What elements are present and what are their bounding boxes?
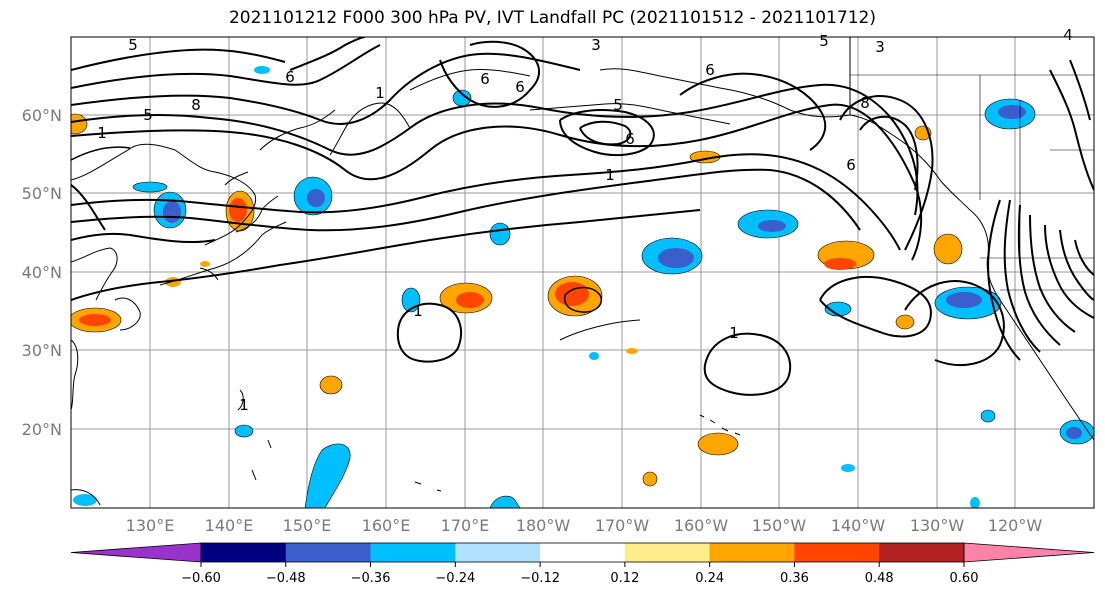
contour-label: 1: [375, 84, 385, 102]
colorbar-ticks: −0.60 −0.48 −0.36 −0.24 −0.12 0.12 0.24 0.36 0.4…: [181, 562, 978, 586]
lon-label: 130°W: [910, 516, 965, 535]
lon-label: 150°E: [283, 516, 332, 535]
contour-label: 8: [860, 94, 870, 112]
colorbar-segment: [455, 543, 541, 562]
contour-label: 3: [875, 38, 885, 56]
colorbar-tick-label: 0.60: [950, 571, 979, 586]
colorbar-tick-label: 0.48: [865, 571, 894, 586]
colorbar-extend-max: [963, 542, 1095, 563]
lat-label: 60°N: [22, 106, 62, 125]
lon-label: 160°W: [674, 516, 729, 535]
colorbar-segment: [879, 543, 965, 562]
contour-label: 6: [480, 70, 490, 88]
lat-label: 50°N: [22, 184, 62, 203]
longitude-labels: 130°E 140°E 150°E 160°E 170°E 180°W 170°…: [126, 516, 1043, 535]
contour-label: 1: [413, 302, 423, 320]
colorbar-tick-label: −0.48: [266, 571, 306, 586]
lon-label: 180°W: [516, 516, 571, 535]
colorbar-segment: [709, 543, 795, 562]
lat-label: 30°N: [22, 341, 62, 360]
contour-label: 6: [285, 68, 295, 86]
lat-label: 40°N: [22, 263, 62, 282]
colorbar-segment: [540, 543, 626, 562]
colorbar-segment: [624, 543, 711, 562]
colorbar-segment: [201, 543, 287, 562]
colorbar-tick-label: 0.12: [610, 571, 639, 586]
contour-label: 1: [605, 166, 615, 184]
latitude-labels: 60°N 50°N 40°N 30°N 20°N: [22, 106, 62, 439]
contour-label: 1: [729, 324, 739, 342]
colorbar-segment: [285, 543, 372, 562]
colorbar-tick-label: −0.12: [520, 571, 560, 586]
contour-label: 3: [591, 36, 601, 54]
lon-label: 140°W: [831, 516, 886, 535]
map-title: 2021101212 F000 300 hPa PV, IVT Landfall…: [228, 8, 876, 28]
contour-label: 5: [819, 32, 829, 50]
colorbar-tick-label: −0.36: [351, 571, 391, 586]
contour-label: 6: [846, 156, 856, 174]
lon-label: 150°W: [752, 516, 807, 535]
colorbar-segment: [370, 543, 456, 562]
contour-label: 1: [239, 396, 249, 414]
lon-label: 160°E: [362, 516, 411, 535]
coastlines: [71, 37, 1094, 506]
lon-label: 170°W: [595, 516, 650, 535]
ivt-shading: [71, 66, 1094, 508]
contour-label: 5: [128, 36, 138, 54]
contour-label: 6: [625, 130, 635, 148]
contour-label: 1: [97, 124, 107, 142]
contour-label: 6: [515, 78, 525, 96]
contour-label: 5: [143, 106, 153, 124]
colorbar-tick-label: 0.36: [780, 571, 809, 586]
colorbar-tick-label: −0.24: [435, 571, 475, 586]
colorbar-segment: [794, 543, 880, 562]
contour-label: 5: [613, 96, 623, 114]
lon-label: 120°W: [988, 516, 1043, 535]
lat-label: 20°N: [22, 420, 62, 439]
contour-label: 6: [705, 61, 715, 79]
colorbar-tick-label: −0.60: [181, 571, 221, 586]
colorbar: [70, 542, 1095, 563]
lon-label: 140°E: [205, 516, 254, 535]
pv-contours: [71, 37, 1094, 396]
lon-label: 170°E: [441, 516, 490, 535]
contour-label: 8: [191, 96, 201, 114]
colorbar-border: [200, 542, 965, 563]
contour-label: 4: [1063, 26, 1073, 44]
map-frame: [70, 36, 1095, 509]
colorbar-tick-label: 0.24: [695, 571, 724, 586]
colorbar-extend-min: [70, 542, 202, 563]
lon-label: 130°E: [126, 516, 175, 535]
